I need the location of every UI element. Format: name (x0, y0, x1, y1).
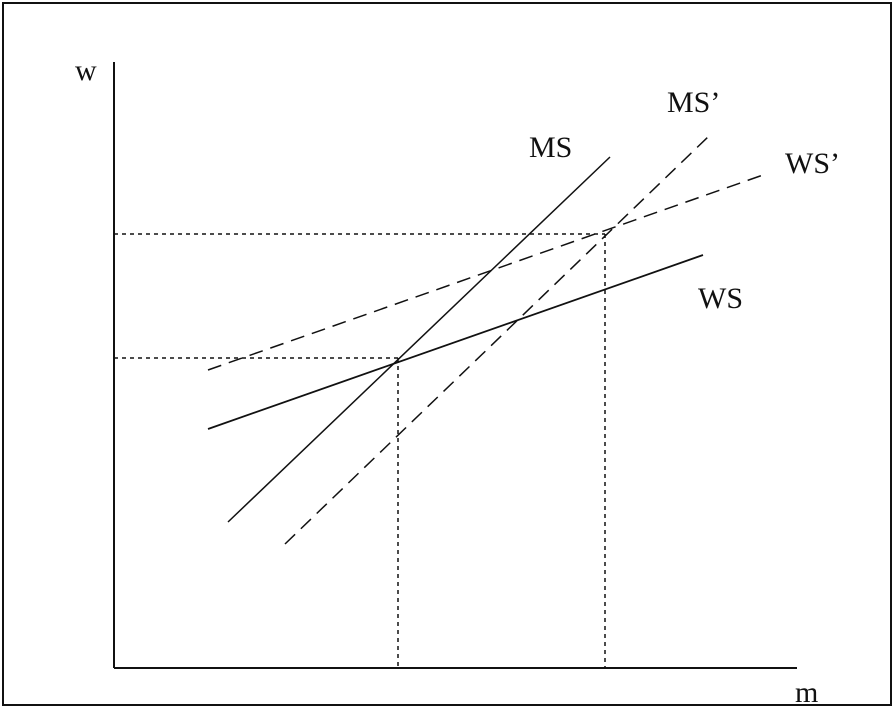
y-axis-label: w (75, 54, 97, 87)
ws-label: WS (698, 282, 743, 315)
ms-label: MS (529, 131, 572, 164)
curve-ms-prime (284, 134, 711, 545)
curve-ms (227, 156, 611, 523)
ms-prime-label: MS’ (667, 86, 720, 119)
curve-ws (207, 254, 704, 430)
ws-prime-label: WS’ (785, 147, 840, 180)
x-axis-label: m (795, 676, 818, 708)
curve-ws-prime (207, 174, 764, 371)
